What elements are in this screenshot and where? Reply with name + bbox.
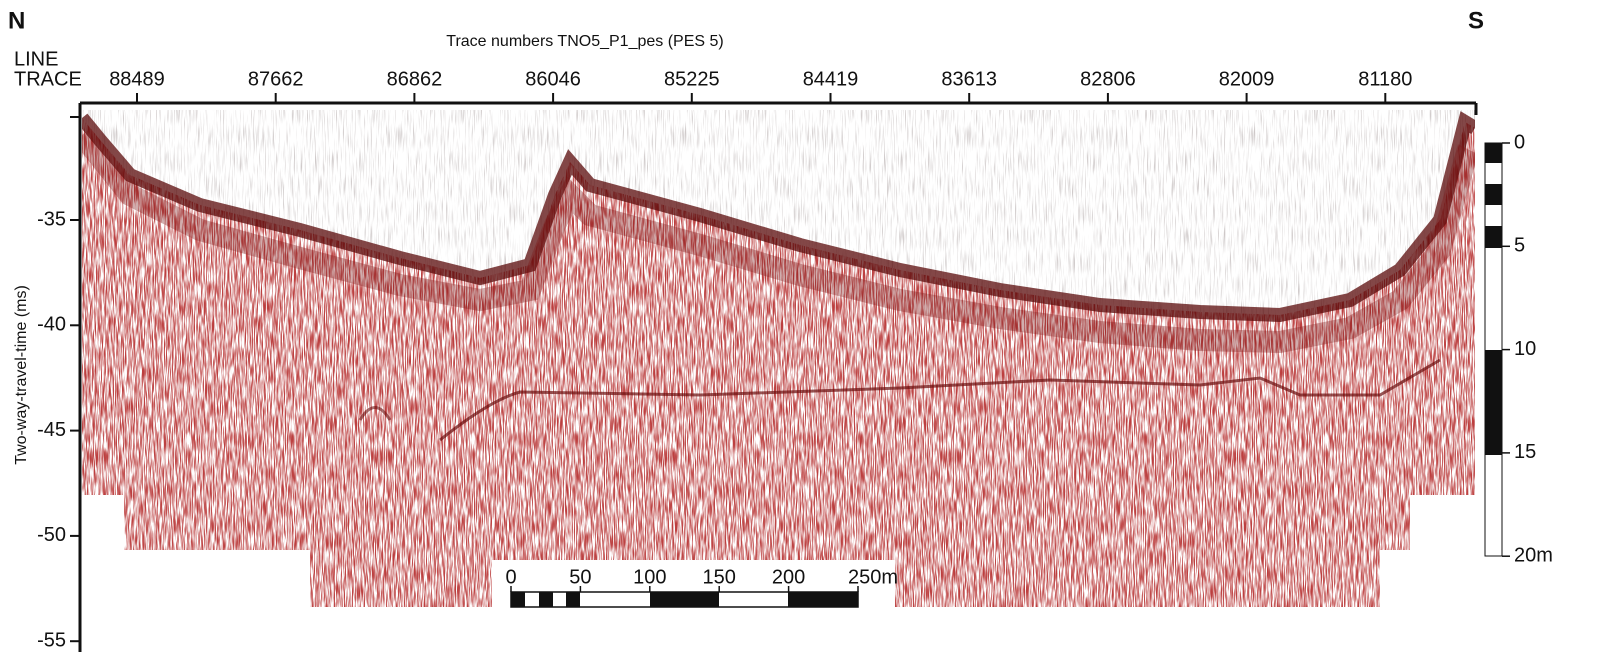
seismic-section — [82, 110, 1475, 607]
trace-number: 85225 — [664, 68, 720, 90]
depth-label: 0 — [1514, 131, 1525, 153]
depth-scale-block — [1485, 226, 1502, 248]
distance-label: 250m — [848, 566, 898, 588]
y-tick-label: -55 — [37, 629, 66, 651]
distance-label: 0 — [505, 566, 516, 588]
channel-reflector — [358, 406, 392, 421]
y-tick-label: -40 — [37, 314, 66, 336]
depth-label: 15 — [1514, 441, 1536, 463]
trace-number: 82806 — [1080, 68, 1136, 90]
distance-label: 200 — [772, 566, 805, 588]
south-label: S — [1468, 7, 1484, 34]
distance-scale-block — [566, 592, 580, 607]
y-tick-label: -35 — [37, 208, 66, 230]
distance-label: 100 — [633, 566, 666, 588]
distance-scale-block — [511, 592, 525, 607]
y-tick-label: -45 — [37, 419, 66, 441]
distance-scale-block — [650, 592, 719, 607]
shallow-reflector — [82, 128, 1475, 354]
north-label: N — [8, 7, 25, 34]
y-axis-label: Two-way-travel-time (ms) — [13, 285, 30, 465]
trace-number: 87662 — [248, 68, 304, 90]
row-label: TRACE — [14, 68, 82, 90]
distance-label: 150 — [703, 566, 736, 588]
trace-number: 86046 — [525, 68, 581, 90]
distance-scale-block — [788, 592, 858, 607]
depth-scale-block — [1485, 350, 1502, 455]
depth-scale-block — [1485, 143, 1502, 163]
depth-label: 20m — [1514, 544, 1553, 566]
distance-label: 50 — [569, 566, 591, 588]
seabed-reflector — [82, 111, 1475, 323]
y-tick-label: -50 — [37, 524, 66, 546]
trace-number: 88489 — [109, 68, 165, 90]
trace-number: 82009 — [1219, 68, 1275, 90]
trace-number: 81180 — [1358, 68, 1412, 90]
row-label: LINE — [14, 48, 58, 70]
depth-label: 5 — [1514, 235, 1525, 257]
trace-number: 83613 — [941, 68, 997, 90]
depth-scale-block — [1485, 184, 1502, 205]
depth-label: 10 — [1514, 338, 1536, 360]
title: Trace numbers TNO5_P1_pes (PES 5) — [446, 33, 723, 50]
trace-number: 86862 — [387, 68, 443, 90]
trace-number: 84419 — [803, 68, 859, 90]
deep-reflector — [439, 358, 1441, 442]
distance-scale-block — [539, 592, 553, 607]
